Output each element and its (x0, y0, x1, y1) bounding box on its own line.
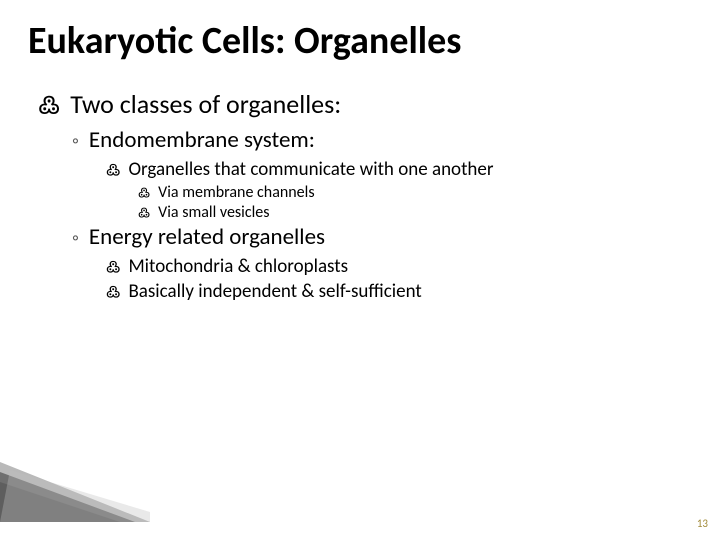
bullet-icon: ◦ (72, 129, 79, 153)
bullet-level1: ߷ Two classes of organelles: (38, 88, 692, 120)
bullet-icon: ◦ (72, 226, 79, 250)
slide-title: Eukaryotic Cells: Organelles (28, 18, 692, 64)
level4-text: Via membrane channels (158, 183, 314, 202)
bullet-level4: ߷ Via small vesicles (138, 203, 692, 222)
level1-text: Two classes of organelles: (70, 88, 341, 120)
bullet-level2: ◦ Energy related organelles (72, 223, 692, 251)
bullet-icon: ߷ (106, 257, 120, 277)
bullet-level3: ߷ Organelles that communicate with one a… (106, 158, 692, 181)
bullet-level4: ߷ Via membrane channels (138, 183, 692, 202)
page-number: 13 (697, 517, 708, 530)
bullet-level3: ߷ Mitochondria & chloroplasts (106, 255, 692, 278)
level4-text: Via small vesicles (158, 203, 269, 222)
level3-text: Mitochondria & chloroplasts (128, 255, 348, 278)
level2-text: Endomembrane system: (89, 126, 315, 154)
bullet-level2: ◦ Endomembrane system: (72, 126, 692, 154)
bullet-icon: ߷ (138, 203, 150, 221)
level2-text: Energy related organelles (89, 223, 325, 251)
bullet-icon: ߷ (138, 183, 150, 201)
bullet-level3: ߷ Basically independent & self-sufficien… (106, 280, 692, 303)
bullet-icon: ߷ (106, 282, 120, 302)
level3-text: Organelles that communicate with one ano… (128, 158, 493, 181)
bullet-icon: ߷ (106, 160, 120, 180)
level3-text: Basically independent & self-sufficient (128, 280, 421, 303)
bullet-icon: ߷ (38, 88, 60, 120)
slide: Eukaryotic Cells: Organelles ߷ Two class… (0, 0, 720, 540)
corner-decor (0, 462, 150, 522)
